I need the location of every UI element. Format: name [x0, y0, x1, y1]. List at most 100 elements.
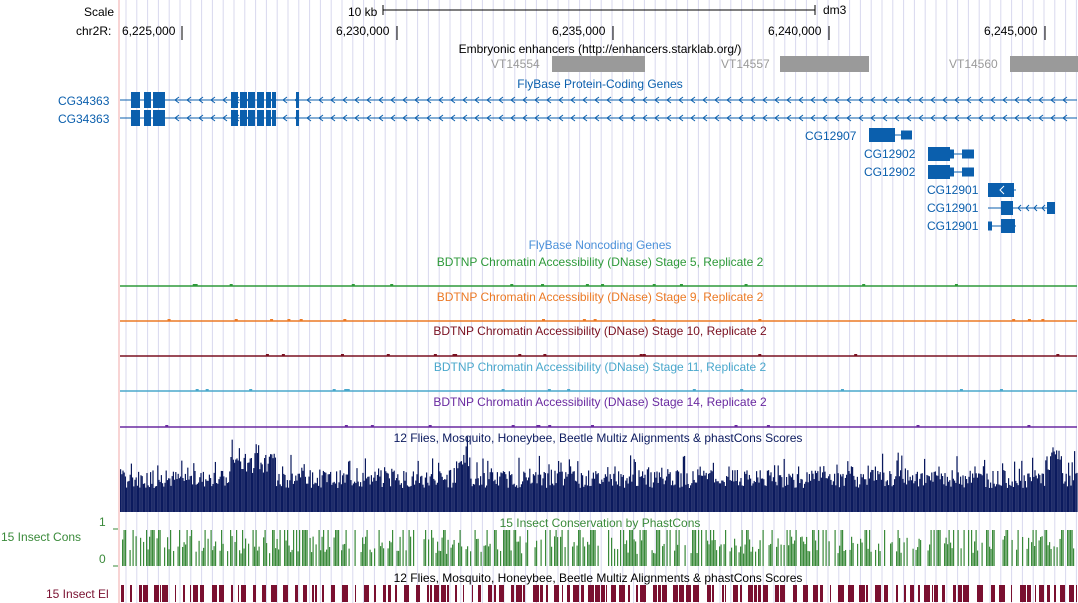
- phastcons-side-label[interactable]: 15 Insect Cons: [1, 530, 82, 544]
- phastcons-bar: [477, 538, 479, 566]
- phastcons-bar: [506, 530, 508, 566]
- phastcons-bar: [677, 544, 679, 566]
- multiz-bar: [742, 485, 744, 512]
- phastcons-bar: [738, 552, 740, 566]
- multiz-bar: [126, 487, 128, 512]
- gene-label[interactable]: CG12907: [805, 129, 857, 143]
- multiz-bar: [1058, 450, 1060, 512]
- multiz-bar: [368, 476, 370, 512]
- gene-label[interactable]: CG12902: [864, 147, 916, 161]
- multiz-bar: [141, 476, 143, 512]
- multiz-bar: [178, 478, 180, 512]
- multiz-bar: [495, 483, 497, 512]
- conserved-element: [1060, 585, 1065, 602]
- gene-label[interactable]: CG12901: [927, 201, 979, 215]
- enhancer-label[interactable]: VT14554: [491, 57, 540, 71]
- multiz-bar: [226, 483, 228, 512]
- phastcons-bar: [1041, 536, 1043, 566]
- conserved-element: [455, 585, 457, 602]
- phastcons-bar: [195, 551, 197, 566]
- elements-side-label[interactable]: 15 Insect El: [46, 587, 109, 601]
- multiz-bar: [135, 477, 137, 512]
- multiz-bar: [549, 485, 551, 512]
- strand-arrow: [450, 96, 456, 104]
- strand-arrow: [798, 114, 804, 122]
- multiz-bar: [1047, 469, 1049, 512]
- phastcons-bar: [518, 541, 520, 566]
- phastcons-bar: [168, 549, 170, 566]
- multiz-bar: [955, 482, 957, 512]
- multiz-bar: [812, 473, 814, 512]
- phastcons-bar: [792, 543, 794, 566]
- multiz-bar: [150, 472, 152, 512]
- strand-arrow: [210, 114, 216, 122]
- multiz-bar: [338, 482, 340, 512]
- phastcons-bar: [818, 530, 820, 566]
- gene-label[interactable]: CG34363: [58, 94, 110, 108]
- conserved-element: [601, 585, 605, 602]
- multiz-bar: [814, 470, 816, 512]
- multiz-bar: [255, 444, 257, 512]
- phastcons-bar: [711, 540, 713, 566]
- multiz-bar: [950, 486, 952, 512]
- strand-arrow: [342, 96, 348, 104]
- gene-exon: [266, 110, 271, 126]
- phastcons-bar: [639, 530, 641, 566]
- multiz-bar: [512, 484, 514, 512]
- multiz-bar: [733, 481, 735, 512]
- multiz-bar: [650, 472, 652, 512]
- enhancer-label[interactable]: VT14557: [721, 57, 770, 71]
- phastcons-bar: [777, 538, 779, 566]
- phastcons-bar: [591, 530, 593, 566]
- multiz-bar: [600, 483, 602, 512]
- multiz-bar: [800, 478, 802, 512]
- multiz-bar: [562, 485, 564, 512]
- multiz-bar: [978, 473, 980, 512]
- multiz-bar: [700, 475, 702, 512]
- phastcons-bar: [521, 553, 523, 566]
- multiz-bar: [484, 487, 486, 512]
- gene-label[interactable]: CG34363: [58, 112, 110, 126]
- phastcons-bar: [132, 530, 134, 566]
- multiz-bar: [183, 480, 185, 512]
- conserved-element: [953, 585, 956, 602]
- multiz-bar: [376, 474, 378, 512]
- conserved-element: [511, 585, 514, 602]
- multiz-bar: [546, 487, 548, 512]
- multiz-bar: [769, 475, 771, 512]
- phastcons-bar: [497, 549, 499, 566]
- phastcons-bar: [182, 546, 184, 566]
- multiz-bar: [189, 476, 191, 512]
- multiz-bar: [568, 459, 570, 512]
- multiz-bar: [325, 472, 327, 512]
- conserved-element: [595, 585, 600, 602]
- gene-label[interactable]: CG12901: [927, 183, 979, 197]
- multiz-bar: [192, 484, 194, 512]
- multiz-bar: [472, 483, 474, 512]
- phastcons-bar: [390, 542, 392, 566]
- enhancer-label[interactable]: VT14560: [949, 57, 998, 71]
- phastcons-bar: [731, 547, 733, 566]
- multiz-bar: [859, 484, 861, 512]
- conserved-element: [478, 585, 481, 602]
- dnase-peak: [344, 425, 348, 427]
- multiz-bar: [666, 476, 668, 512]
- phastcons-bar: [897, 530, 899, 566]
- gene-label[interactable]: CG12902: [864, 165, 916, 179]
- gene-label[interactable]: CG12901: [927, 219, 979, 233]
- strand-arrow: [570, 114, 576, 122]
- multiz-bar: [309, 470, 311, 512]
- phastcons-bar: [917, 547, 919, 566]
- multiz-bar: [164, 482, 166, 512]
- multiz-bar: [738, 485, 740, 512]
- strand-arrow: [474, 114, 480, 122]
- multiz-bar: [764, 485, 766, 512]
- strand-arrow: [834, 96, 840, 104]
- dnase-peak: [299, 319, 303, 321]
- multiz-bar: [230, 457, 232, 512]
- multiz-bar: [681, 486, 683, 512]
- phastcons-bar: [800, 537, 802, 566]
- multiz-bar: [739, 481, 741, 512]
